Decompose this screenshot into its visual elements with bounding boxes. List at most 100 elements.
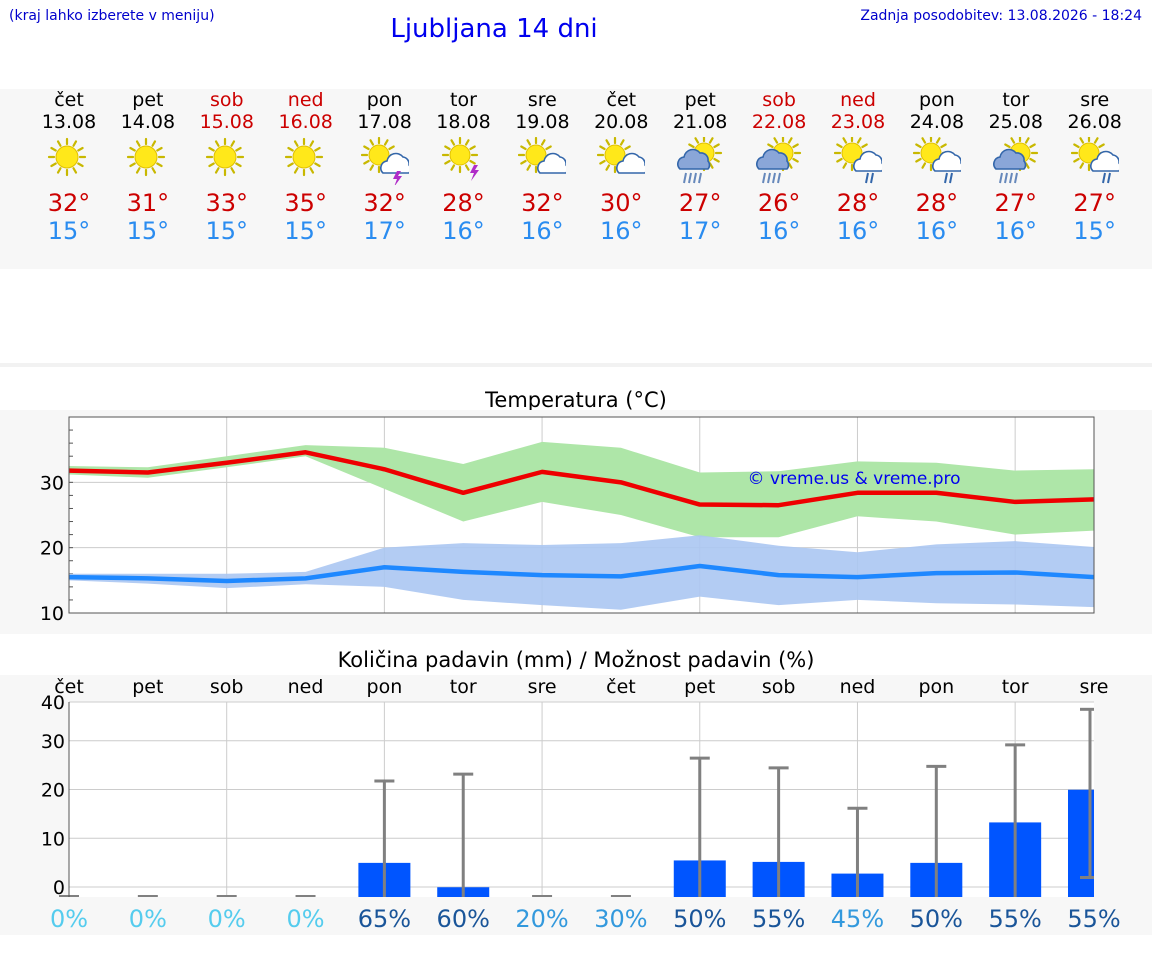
temperature-chart: 10 20 30 © vreme.us & vreme.pro	[40, 416, 1095, 625]
precipitation-probability: 65%	[358, 905, 411, 933]
watermark: © vreme.us & vreme.pro	[747, 469, 960, 489]
x-tick-label: pon	[918, 676, 954, 698]
max-temperature: 32°	[47, 189, 91, 217]
precipitation-probability: 55%	[988, 905, 1041, 933]
precipitation-probability: 0%	[129, 905, 167, 933]
rain-shape	[762, 172, 782, 184]
sun-shape	[834, 137, 871, 172]
min-temperature: 15°	[1073, 217, 1116, 245]
day-name: ned	[840, 89, 876, 111]
day-date: 21.08	[672, 111, 728, 133]
day-column: pet 14.08 31° 15°	[108, 89, 188, 245]
sun-shape	[47, 137, 87, 177]
precipitation-probability: 60%	[437, 905, 490, 933]
max-temperature: 31°	[126, 189, 170, 217]
day-name: tor	[1002, 89, 1030, 111]
min-temperature: 15°	[47, 217, 91, 245]
precipitation-chart-title: Količina padavin (mm) / Možnost padavin …	[337, 648, 815, 672]
day-column: čet 13.08 32° 15°	[29, 89, 109, 245]
max-temperature: 28°	[915, 189, 959, 217]
day-column: sre 19.08 32° 16°	[502, 89, 582, 245]
day-date: 18.08	[436, 111, 491, 133]
day-date: 13.08	[41, 111, 97, 133]
y-tick-label: 10	[40, 603, 64, 625]
lightning-shape	[469, 165, 479, 181]
x-tick-label: pet	[132, 676, 163, 698]
day-date: 20.08	[594, 111, 649, 133]
day-name: pet	[132, 89, 164, 111]
x-tick-label: čet	[606, 676, 636, 698]
day-date: 22.08	[751, 111, 807, 133]
max-temperature-line	[68, 450, 1095, 508]
max-temperature: 32°	[521, 189, 564, 217]
location-hint-link[interactable]: (kraj lahko izberete v meniju)	[9, 8, 215, 24]
min-temperature: 16°	[600, 217, 643, 245]
cloud-shape	[992, 148, 1027, 170]
day-name: pet	[684, 89, 716, 111]
day-date: 17.08	[357, 111, 412, 133]
sun-rain-cloud-icon	[677, 137, 723, 184]
min-temperature: 16°	[915, 217, 959, 245]
max-temperature: 28°	[836, 189, 880, 217]
y-tick-label: 30	[41, 731, 65, 753]
sun-thunder-icon	[441, 137, 479, 181]
day-date: 16.08	[278, 111, 333, 133]
x-tick-label: čet	[54, 676, 84, 698]
divider	[0, 363, 1152, 367]
sun-shape	[441, 137, 478, 174]
x-tick-label: ned	[288, 676, 324, 698]
day-column: pon 17.08 32° 17°	[345, 89, 425, 245]
max-temperature: 27°	[994, 189, 1038, 217]
x-tick-label: sob	[762, 676, 796, 698]
cloud-shape	[1089, 150, 1119, 172]
max-temperature: 27°	[678, 189, 722, 217]
x-tick-label: sre	[1080, 676, 1109, 698]
cloud-shape	[379, 152, 409, 174]
day-column: sob 15.08 33° 15°	[187, 89, 267, 245]
lightning-shape	[392, 171, 402, 185]
min-temperature: 15°	[126, 217, 170, 245]
day-column: čet 20.08 30° 16°	[581, 89, 661, 245]
precipitation-probability: 55%	[1067, 905, 1120, 933]
sun-rain-cloud-icon	[756, 137, 802, 184]
min-temperature-band	[69, 535, 1094, 610]
sun-icon	[205, 137, 244, 177]
day-column: ned 16.08 35° 15°	[266, 89, 346, 245]
min-temperature: 16°	[757, 217, 801, 245]
sun-cloud-rain-icon	[834, 137, 882, 184]
sun-shape	[1070, 137, 1107, 172]
precipitation-probability: 50%	[910, 905, 963, 933]
day-column: tor 25.08 27° 16°	[976, 89, 1056, 245]
day-name: sob	[210, 89, 244, 111]
day-column: ned 23.08 28° 16°	[818, 89, 898, 245]
sun-cloud-thunder-icon	[360, 137, 409, 185]
rain-shape	[865, 172, 874, 184]
y-tick-label: 40	[41, 692, 65, 714]
cloud-shape	[677, 148, 711, 170]
day-date: 14.08	[120, 111, 176, 133]
cloud-shape	[537, 152, 567, 174]
x-tick-label: ned	[840, 676, 876, 698]
y-tick-label: 10	[41, 828, 65, 850]
temperature-chart-title: Temperatura (°C)	[485, 388, 667, 412]
day-column: sob 22.08 26° 16°	[739, 89, 819, 245]
y-tick-label: 0	[53, 877, 65, 899]
x-tick-label: pet	[684, 676, 715, 698]
max-temperature: 28°	[442, 189, 485, 217]
day-column: tor 18.08 28° 16°	[424, 89, 504, 245]
x-tick-label: sob	[210, 676, 244, 698]
min-temperature: 16°	[521, 217, 564, 245]
min-temperature: 17°	[678, 217, 722, 245]
sun-shape	[205, 137, 244, 177]
max-temperature: 32°	[363, 189, 406, 217]
day-name: čet	[606, 89, 637, 111]
y-tick-label: 20	[40, 538, 64, 560]
sun-cloud-icon	[597, 137, 646, 174]
precipitation-probability: 20%	[515, 905, 568, 933]
day-name: pon	[366, 89, 403, 111]
min-temperature: 16°	[836, 217, 880, 245]
max-temperature: 30°	[600, 189, 643, 217]
x-tick-label: pon	[367, 676, 403, 698]
cloud-shape	[756, 148, 790, 170]
day-name: ned	[287, 89, 324, 111]
